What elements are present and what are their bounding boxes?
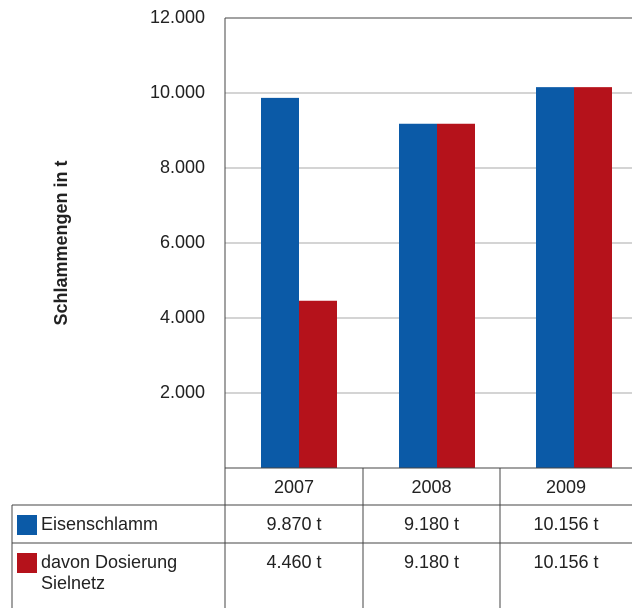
x-tick-label: 2007 bbox=[274, 477, 314, 497]
legend-label: Eisenschlamm bbox=[41, 514, 159, 534]
y-tick-label: 12.000 bbox=[150, 7, 205, 27]
bar bbox=[437, 123, 475, 468]
y-tick-label: 6.000 bbox=[160, 232, 205, 252]
table-value: 4.460 t bbox=[266, 552, 321, 572]
bar bbox=[299, 300, 337, 468]
table-value: 10.156 t bbox=[533, 514, 598, 534]
bar bbox=[536, 87, 574, 469]
legend-swatch bbox=[17, 553, 37, 573]
y-tick-label: 4.000 bbox=[160, 307, 205, 327]
bar bbox=[399, 123, 437, 468]
table-value: 9.180 t bbox=[404, 514, 459, 534]
bar bbox=[574, 87, 612, 469]
legend-swatch bbox=[17, 515, 37, 535]
bar bbox=[261, 97, 299, 468]
table-value: 9.180 t bbox=[404, 552, 459, 572]
table-value: 10.156 t bbox=[533, 552, 598, 572]
y-tick-label: 10.000 bbox=[150, 82, 205, 102]
y-tick-label: 2.000 bbox=[160, 382, 205, 402]
y-tick-label: 8.000 bbox=[160, 157, 205, 177]
x-tick-label: 2009 bbox=[546, 477, 586, 497]
x-tick-label: 2008 bbox=[411, 477, 451, 497]
table-value: 9.870 t bbox=[266, 514, 321, 534]
legend-label: davon Dosierung Sielnetz bbox=[41, 552, 178, 593]
y-axis-label: Schlammengen in t bbox=[51, 160, 71, 325]
